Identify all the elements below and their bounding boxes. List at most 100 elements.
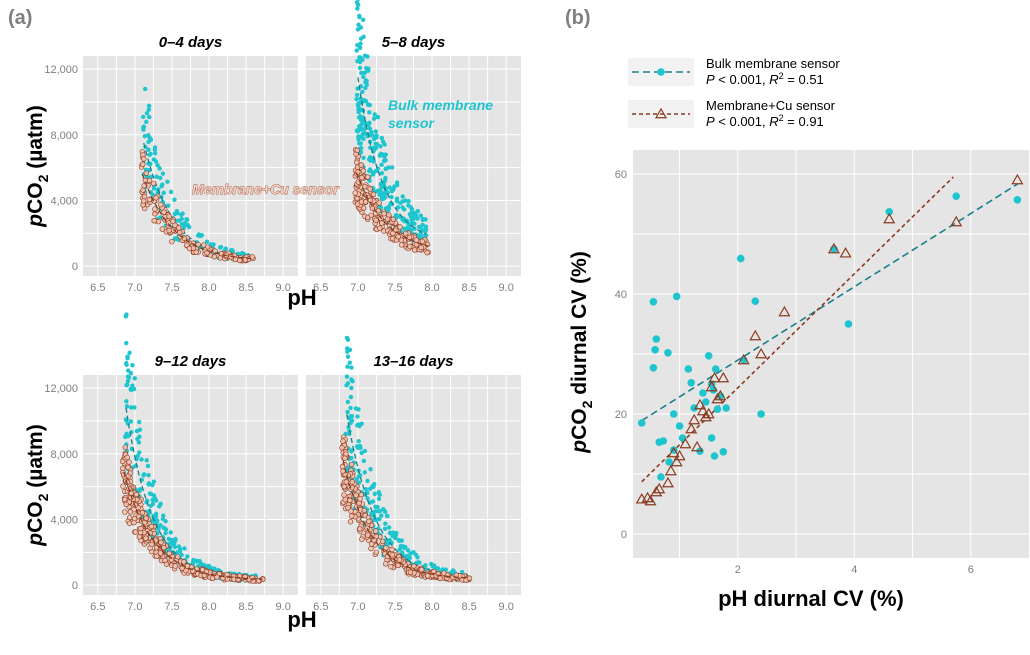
bulk-point [379, 170, 385, 176]
y-tick-label: 0 [72, 261, 78, 273]
cu-point [667, 446, 680, 458]
bulk-point [699, 389, 707, 397]
bulk-point [672, 292, 681, 301]
bulk-point [369, 511, 374, 516]
bulk-point [140, 114, 146, 120]
x-tick-label: 2 [735, 564, 741, 576]
y-tick-label: 8,000 [50, 130, 78, 142]
bulk-point [348, 394, 354, 400]
bulk-point [151, 519, 157, 524]
bulk-point [360, 17, 366, 22]
bulk-point [687, 379, 696, 387]
cu-point [685, 422, 698, 434]
y-axis-title: pCO2 (µatm) [24, 424, 51, 546]
x-axis-title: pH [287, 607, 316, 632]
bulk-point [356, 407, 361, 412]
cu-point [340, 438, 346, 444]
bulk-point [147, 114, 152, 120]
bulk-point [704, 352, 713, 360]
bulk-point [382, 526, 388, 531]
legend-series-stats: P < 0.001, R2 = 0.91 [706, 113, 824, 129]
cu-point [839, 246, 852, 258]
bulk-point [389, 189, 394, 194]
cu-fit-curve [355, 172, 429, 247]
bulk-point [383, 166, 388, 172]
bulk-point [166, 536, 172, 542]
cu-point [361, 507, 368, 514]
y-axis-title-unit: diurnal CV (%) [568, 251, 591, 400]
bulk-point [151, 479, 157, 484]
cu-point [158, 201, 164, 208]
bulk-point [363, 78, 369, 83]
bulk-point [355, 27, 361, 32]
bulk-point [141, 472, 147, 477]
cu-point [413, 237, 420, 243]
cu-point [369, 205, 376, 212]
bulk-point [139, 457, 144, 462]
cu-point [153, 195, 159, 201]
cu-point [122, 444, 128, 450]
facet-title: 5–8 days [382, 34, 445, 51]
bulk-point [403, 198, 408, 203]
bulk-point [155, 163, 160, 168]
bulk-point [372, 112, 377, 117]
bulk-point [363, 99, 369, 104]
cu-point [143, 535, 149, 541]
cu-point [170, 218, 176, 225]
bulk-point [358, 36, 364, 41]
cu-point [402, 230, 409, 237]
cu-point [140, 187, 146, 193]
cu-point [679, 437, 692, 449]
cu-point [151, 218, 157, 224]
cu-point [376, 200, 382, 206]
bulk-point [125, 433, 131, 439]
bulk-point [173, 538, 178, 543]
y-tick-label: 20 [615, 409, 627, 421]
cu-point [122, 509, 128, 515]
bulk-point [166, 203, 171, 208]
bulk-point [713, 405, 722, 414]
bulk-point [158, 501, 163, 506]
bulk-point [423, 563, 428, 568]
x-tick-label: 7.0 [127, 282, 142, 294]
cu-point [339, 463, 346, 470]
cu-point [749, 329, 762, 341]
facet-1: 0–4 days 6.5 7.0 7.5 8.0 8.5 9.0 0 4,000 8,000 12,… [44, 34, 298, 294]
cu-point [365, 174, 371, 180]
x-tick-label: 9.0 [499, 601, 514, 613]
bulk-point [128, 405, 134, 410]
bulk-point [659, 437, 668, 445]
bulk-point [387, 537, 392, 543]
bulk-point [637, 419, 646, 427]
y-axis-title-p: p [24, 533, 47, 547]
bulk-point [371, 116, 377, 121]
y-tick-label: 4,000 [50, 514, 78, 526]
bulk-point [719, 448, 728, 456]
legend-series-name: Bulk membrane sensor [706, 56, 840, 71]
bulk-point [130, 383, 135, 388]
bulk-point [378, 144, 383, 149]
cu-point [361, 183, 368, 190]
bulk-point [664, 349, 672, 357]
bulk-point [125, 368, 131, 373]
bulk-point [397, 538, 402, 543]
bulk-point [412, 221, 417, 226]
bulk-point [722, 404, 730, 412]
cu-point [714, 389, 727, 401]
cu-point [349, 513, 355, 519]
bulk-point [150, 501, 156, 507]
bulk-point [358, 124, 363, 130]
bulk-point [160, 516, 166, 522]
cu-point [123, 501, 129, 508]
bulk-point [179, 216, 184, 222]
legend-stat-p: P [706, 72, 715, 87]
bulk-point [373, 134, 378, 139]
bulk-point [393, 535, 398, 541]
cu-point [950, 215, 963, 227]
y-axis-title-co: CO [568, 408, 591, 440]
cu-point [140, 161, 146, 167]
panel-b-label: (b) [565, 7, 591, 29]
cu-fit-line [641, 176, 954, 483]
legend-stat-sup: 2 [779, 113, 784, 123]
bulk-point [701, 398, 710, 406]
